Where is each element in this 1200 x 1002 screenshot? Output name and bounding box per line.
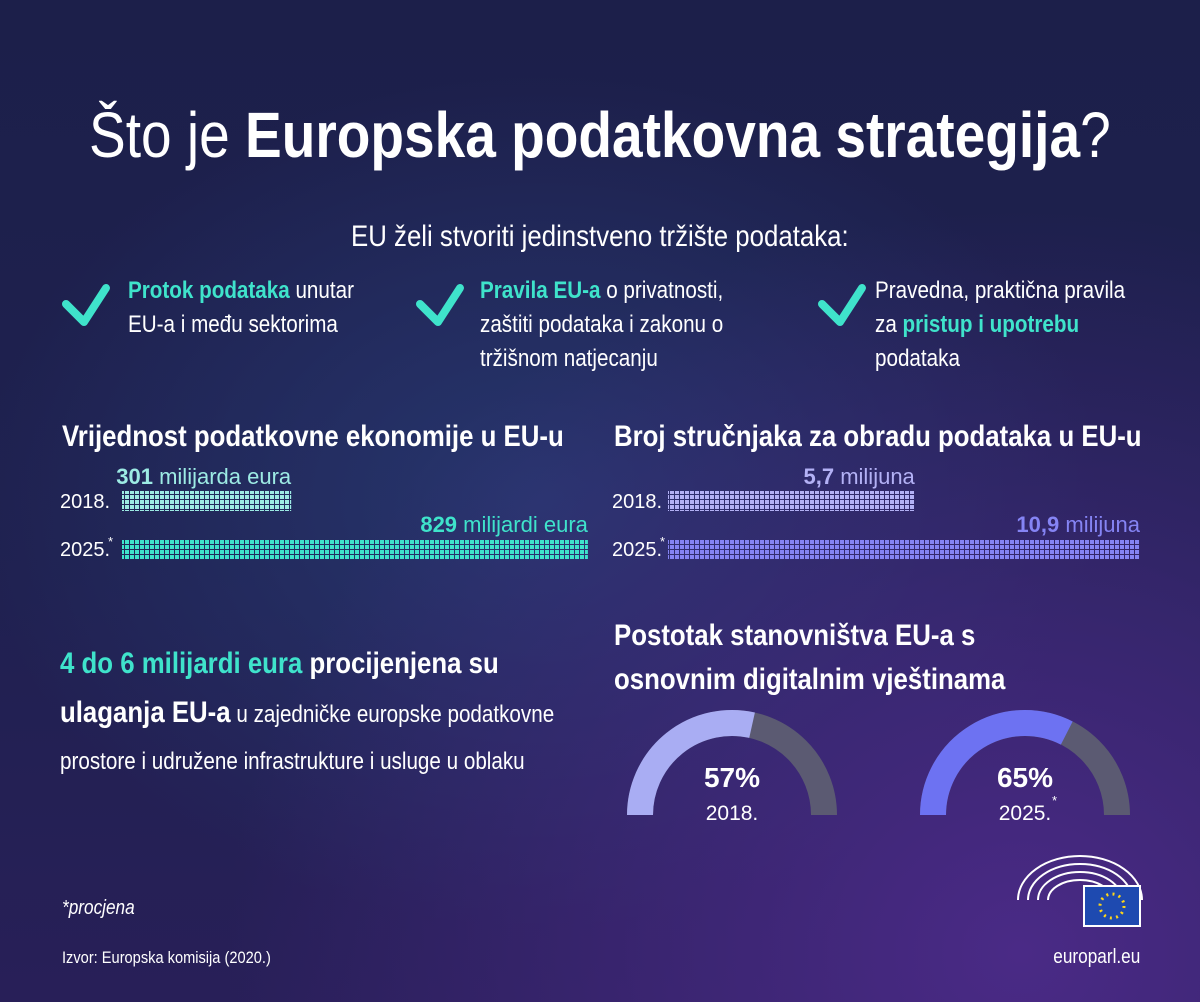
value-label: 10,9 milijuna (1016, 512, 1140, 537)
gauge-value: 65% (997, 762, 1053, 793)
category-label: 2018. (706, 802, 759, 825)
gauge-arc (627, 710, 755, 816)
value-number: 301 (116, 464, 153, 489)
check-icons (62, 284, 866, 326)
value-unit: milijardi eura (463, 512, 588, 537)
value-number: 5,7 (803, 464, 834, 489)
footnote-mark: * (660, 534, 665, 549)
category-label: 2018. (612, 491, 662, 513)
value-unit: milijuna (840, 464, 915, 489)
investment: 4 do 6 milijardi eura procijenjena su ul… (60, 647, 555, 775)
value-number: 10,9 (1016, 512, 1059, 537)
bar (668, 491, 915, 511)
ep-logo (1017, 855, 1143, 927)
bar (122, 539, 588, 559)
chart-title: Vrijednost podatkovne ekonomije u EU-u (62, 420, 564, 453)
category-label: 2025. (60, 539, 110, 561)
category-label: 2025. (612, 539, 662, 561)
bar (668, 539, 1140, 559)
bar (122, 491, 292, 511)
footnote: *procjena (62, 897, 135, 919)
source: Izvor: Europska komisija (2020.) (62, 948, 271, 967)
title: Što je Europska podatkovna strategija? (89, 99, 1111, 171)
value-number: 829 (420, 512, 457, 537)
site: europarl.eu (1053, 946, 1141, 968)
intro: EU želi stvoriti jedinstveno tržište pod… (351, 220, 849, 253)
chart-title: Postotak stanovništva EU-a s osnovnim di… (614, 619, 1006, 696)
value-unit: milijarda eura (159, 464, 292, 489)
value-label: 829 milijardi eura (420, 512, 588, 537)
value-unit: milijuna (1065, 512, 1140, 537)
value-label: 5,7 milijuna (803, 464, 915, 489)
goal: Pravila EU-a o privatnosti, zaštiti poda… (480, 277, 724, 372)
chart-title: Broj stručnjaka za obradu podataka u EU-… (614, 420, 1142, 453)
footnote-mark: * (1052, 793, 1057, 808)
goal: Protok podataka unutar EU-a i među sekto… (128, 277, 354, 338)
value-label: 301 milijarda eura (116, 464, 292, 489)
footnote-mark: * (108, 534, 113, 549)
gauge-value: 57% (704, 762, 760, 793)
goal: Pravedna, praktična pravila za pristup i… (875, 277, 1126, 372)
gauge-arc (920, 710, 1073, 816)
category-label: 2025. (999, 802, 1052, 825)
category-label: 2018. (60, 491, 110, 513)
